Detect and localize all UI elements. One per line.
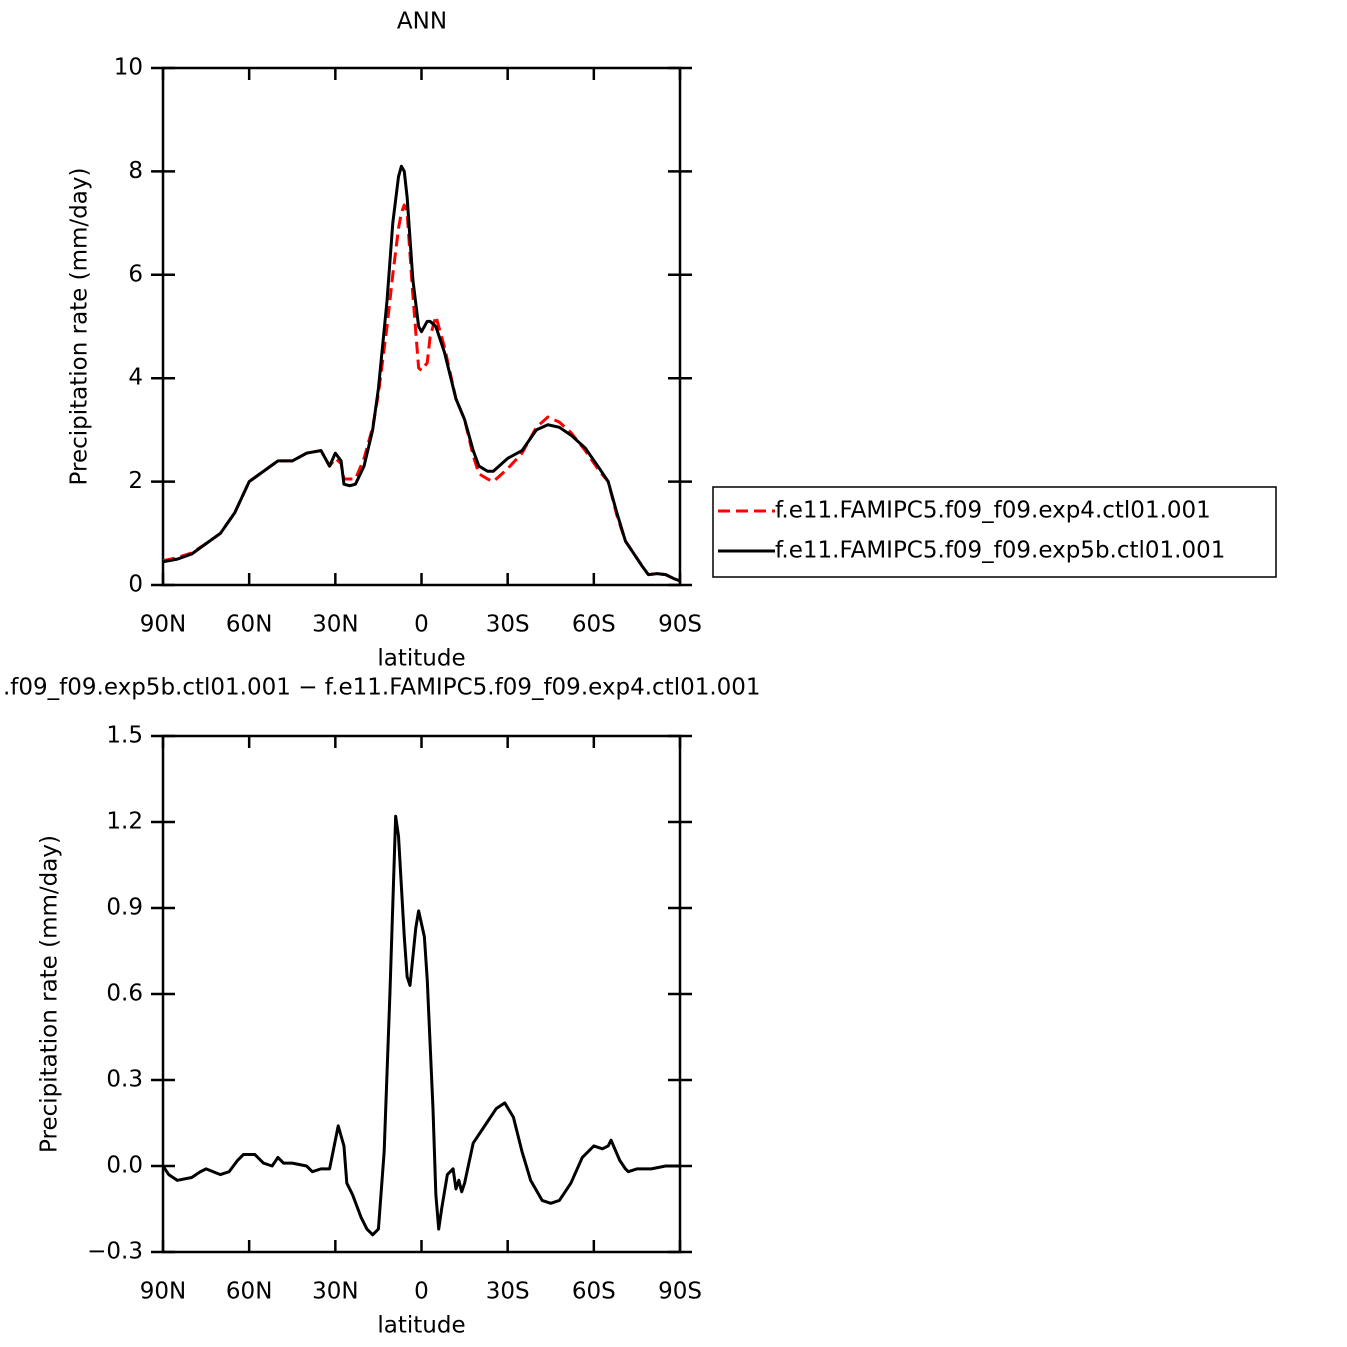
x-tick-label: 60N xyxy=(226,1279,272,1305)
x-tick-label: 30S xyxy=(486,612,530,638)
x-tick-label: 90N xyxy=(140,1279,186,1305)
x-tick-label: 60N xyxy=(226,612,272,638)
plot-frame xyxy=(161,734,682,1254)
y-tick-label: 8 xyxy=(128,158,143,184)
x-tick-label: 0 xyxy=(414,612,429,638)
x-axis-label: latitude xyxy=(377,646,465,672)
y-axis-label: Precipitation rate (mm/day) xyxy=(37,835,63,1153)
y-tick-label: 2 xyxy=(128,468,143,494)
data-line xyxy=(162,164,681,583)
x-tick-label: 60S xyxy=(572,1279,616,1305)
x-tick-label: 30N xyxy=(312,612,358,638)
y-tick-label: −0.3 xyxy=(87,1239,143,1265)
y-tick-label: 0.9 xyxy=(106,895,143,921)
x-tick-label: 30S xyxy=(486,1279,530,1305)
y-tick-label: 0 xyxy=(128,572,143,598)
chart-title: ANN xyxy=(397,9,447,35)
x-tick-label: 90N xyxy=(140,612,186,638)
x-tick-label: 60S xyxy=(572,612,616,638)
x-tick-label: 90S xyxy=(658,1279,702,1305)
y-tick-label: 6 xyxy=(128,261,143,287)
data-line xyxy=(161,814,680,1237)
y-tick-label: 0.0 xyxy=(106,1153,143,1179)
y-tick-label: 0.3 xyxy=(106,1067,143,1093)
x-tick-label: 90S xyxy=(658,612,702,638)
x-axis-label: latitude xyxy=(377,1313,465,1339)
y-tick-label: 0.6 xyxy=(106,981,143,1007)
y-axis-label: Precipitation rate (mm/day) xyxy=(67,168,93,486)
y-tick-label: 4 xyxy=(128,365,143,391)
y-tick-label: 10 xyxy=(114,55,143,81)
y-tick-label: 1.5 xyxy=(106,723,143,749)
x-tick-label: 0 xyxy=(414,1279,429,1305)
legend-label: f.e11.FAMIPC5.f09_f09.exp5b.ctl01.001 xyxy=(775,538,1225,564)
plot-frame xyxy=(161,66,682,587)
legend-box xyxy=(712,486,1277,578)
data-line xyxy=(162,203,681,583)
y-tick-label: 1.2 xyxy=(106,809,143,835)
x-tick-label: 30N xyxy=(312,1279,358,1305)
chart-title: .f09_f09.exp5b.ctl01.001 − f.e11.FAMIPC5… xyxy=(3,675,761,701)
legend-label: f.e11.FAMIPC5.f09_f09.exp4.ctl01.001 xyxy=(775,498,1211,524)
